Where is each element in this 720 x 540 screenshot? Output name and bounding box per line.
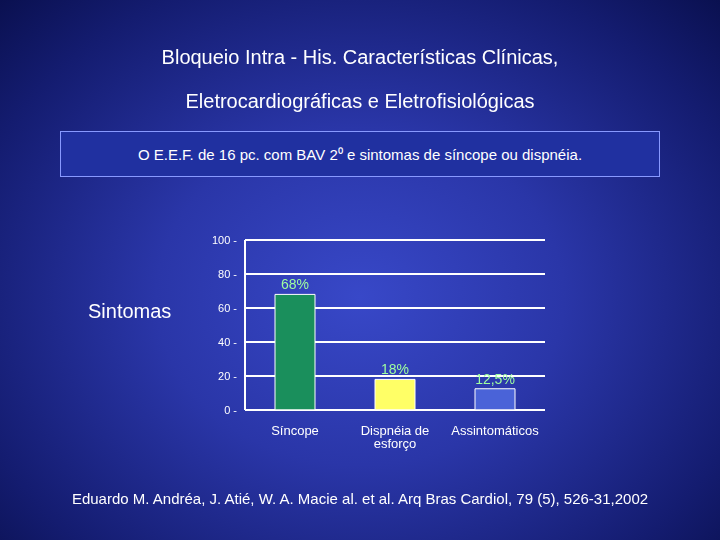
html-text:Bloqueio Intra - His. Caracter: Bloqueio Intra - His. Características Cl… [161, 46, 559, 68]
html-text:O E.E.F. de 16 pc. com BAV 2⁰: O E.E.F. de 16 pc. com BAV 2⁰ e sintomas… [137, 146, 583, 163]
svg-text:68%: 68% [281, 276, 309, 292]
svg-text:0 -: 0 - [224, 404, 237, 416]
svg-text:80 -: 80 - [218, 268, 237, 280]
svg-text:Dispnéia deesforço: Dispnéia deesforço [361, 423, 430, 451]
svg-text:60 -: 60 - [218, 302, 237, 314]
html-text:Sintomas: Sintomas [88, 300, 172, 322]
svg-text:Síncope: Síncope [271, 423, 319, 438]
svg-text:100 -: 100 - [212, 234, 237, 246]
svg-text:40 -: 40 - [218, 336, 237, 348]
html-text:Eletrocardiográficas e Eletrof: Eletrocardiográficas e Eletrofisiológica… [185, 90, 535, 112]
html-text:Eduardo M. Andréa, J. Atié, W.: Eduardo M. Andréa, J. Atié, W. A. Macie … [71, 490, 649, 507]
svg-text:Assintomáticos: Assintomáticos [451, 423, 539, 438]
svg-text:12,5%: 12,5% [475, 371, 515, 387]
svg-text:20 -: 20 - [218, 370, 237, 382]
svg-text:18%: 18% [381, 361, 409, 377]
